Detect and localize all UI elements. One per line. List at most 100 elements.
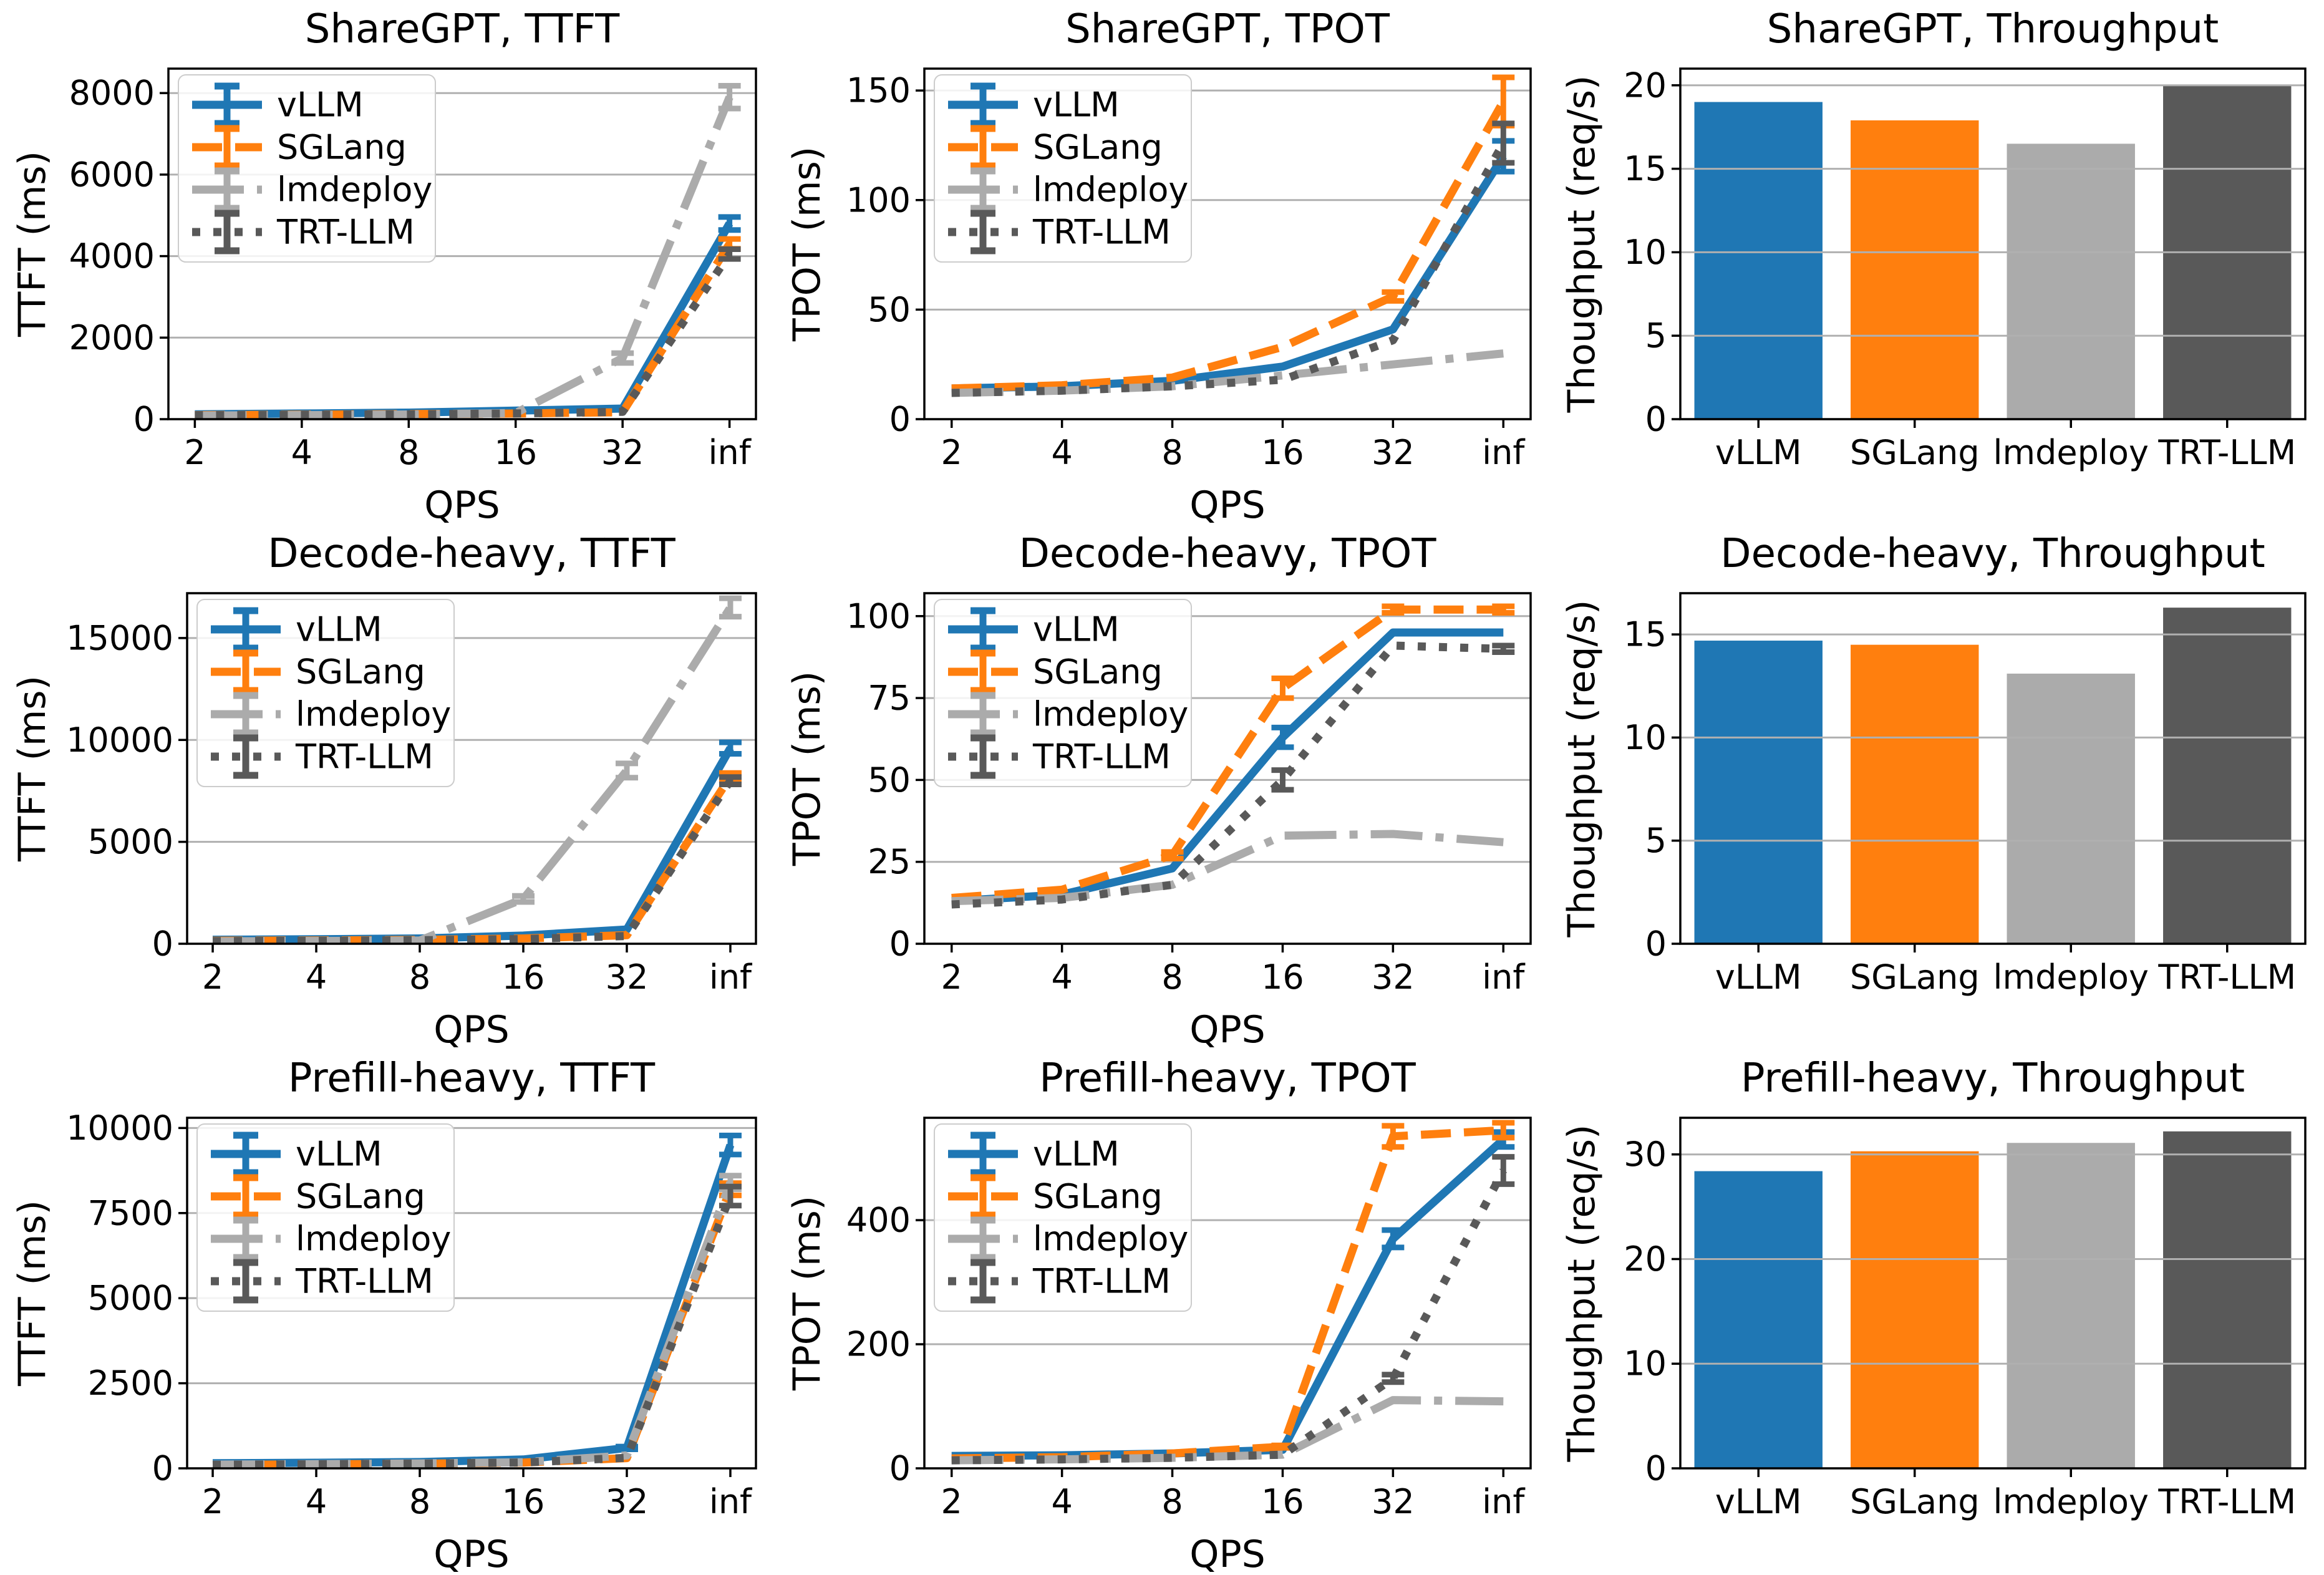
subplot-prefill-heavy-throughput: 0 10 20 30 vLLM SGLang lmdeploy TRT-LLM Prefill-… (1549, 1049, 2324, 1574)
subplot-sharegpt-tpot: 0 50 100 150 2 4 8 16 32 inf ShareGPT, TPOT QPS TPOT… (775, 0, 1549, 525)
chart-prefill-heavy-tpot: 0 200 400 2 4 8 16 32 inf Prefill-heavy, TPOT QPS T… (785, 1055, 1532, 1574)
y-tick-label: 200 (846, 1325, 911, 1364)
series-line-TRT-LLM (951, 1168, 1508, 1465)
subplot-decode-heavy-ttft: 0 5000 10000 15000 2 4 8 16 32 inf Decode-heavy, T… (0, 525, 775, 1049)
subplot-prefill-heavy-ttft: 0 2500 5000 7500 10000 2 4 8 16 32 inf Prefill-heav… (0, 1049, 775, 1574)
x-axis-label: QPS (1189, 483, 1266, 525)
chart-title: Decode-heavy, Throughput (1720, 531, 2265, 577)
y-tick-label: 8000 (69, 74, 155, 113)
y-tick-label: 50 (868, 290, 911, 329)
y-tick-label: 2500 (88, 1364, 173, 1403)
legend-label: lmdeploy (1033, 695, 1188, 734)
x-tick-label: SGLang (1850, 957, 1980, 997)
x-tick-label: lmdeploy (1993, 957, 2149, 997)
x-tick-label: 2 (202, 957, 223, 997)
x-tick-label: 32 (1372, 433, 1415, 472)
x-tick-label: TRT-LLM (2157, 1482, 2296, 1521)
y-tick-label: 15 (1624, 615, 1667, 654)
y-tick-label: 2000 (69, 318, 155, 357)
plot-series-group (951, 74, 1515, 397)
y-tick-label: 4000 (69, 236, 155, 276)
y-tick-label: 10000 (66, 720, 173, 760)
plot-series-group (195, 82, 741, 419)
y-axis-label: TPOT (ms) (785, 147, 829, 342)
legend-box (196, 1123, 455, 1312)
bar-SGLang (1851, 120, 1979, 419)
x-tick-label: 16 (1261, 1482, 1304, 1521)
x-axis-label: QPS (1189, 1008, 1266, 1049)
y-tick-label: 0 (889, 400, 911, 439)
y-tick-label: 0 (133, 400, 155, 439)
series-line-TRT-LLM (212, 1195, 735, 1468)
axes-spines (923, 67, 1532, 420)
series-line-TRT-LLM (195, 251, 733, 419)
axes-spines (923, 592, 1532, 945)
legend-label: vLLM (1033, 1135, 1120, 1174)
y-tick-label: 6000 (69, 155, 155, 194)
y-axis-label: TPOT (ms) (785, 1196, 829, 1391)
y-tick-label: 0 (1645, 400, 1667, 439)
x-tick-label: 4 (306, 1482, 327, 1521)
x-tick-label: 8 (409, 957, 430, 997)
y-axis-label: Thoughput (req/s) (1560, 600, 1604, 938)
y-tick-label: 30 (1624, 1135, 1667, 1174)
legend-label: TRT-LLM (295, 737, 433, 777)
chart-sharegpt-ttft: 0 2000 4000 6000 8000 2 4 8 16 32 inf ShareGPT, TTF… (11, 6, 757, 525)
axes-spines (186, 1117, 757, 1470)
x-tick-label: 2 (941, 957, 962, 997)
subplot-decode-heavy-throughput: 0 5 10 15 vLLM SGLang lmdeploy TRT-LLM Decode-he… (1549, 525, 2324, 1049)
axes-spines (167, 67, 757, 420)
legend-box (178, 74, 436, 263)
legend-box (934, 74, 1192, 263)
x-tick-label: 16 (494, 433, 537, 472)
x-tick-label: 32 (606, 1482, 649, 1521)
x-axis-label: QPS (433, 1008, 510, 1049)
chart-title: Prefill-heavy, TPOT (1039, 1055, 1416, 1102)
y-axis-label: TTFT (ms) (11, 676, 54, 862)
legend-box (934, 599, 1192, 787)
chart-title: Prefill-heavy, Throughput (1741, 1055, 2245, 1102)
legend-label: lmdeploy (1033, 170, 1188, 210)
x-tick-label: 8 (398, 433, 419, 472)
plot-series-group (951, 603, 1515, 909)
y-tick-label: 100 (846, 596, 911, 636)
y-tick-label: 50 (868, 760, 911, 800)
legend-label: lmdeploy (296, 695, 451, 734)
y-axis-label: Thoughput (req/s) (1560, 75, 1604, 414)
series-line-SGLang (951, 99, 1507, 393)
y-tick-label: 5 (1645, 821, 1667, 860)
legend-label: SGLang (296, 652, 425, 692)
legend-label: TRT-LLM (1032, 213, 1171, 252)
legend-label: SGLang (1033, 1177, 1163, 1216)
bar-vLLM (1694, 641, 1823, 944)
legend-label: lmdeploy (277, 170, 432, 210)
x-tick-label: 8 (1161, 433, 1183, 472)
chart-title: ShareGPT, TTFT (305, 6, 620, 52)
x-tick-label: 16 (1261, 957, 1304, 997)
series-line-TRT-LLM (212, 778, 734, 944)
bar-lmdeploy (2007, 143, 2135, 419)
y-tick-label: 25 (868, 842, 911, 881)
x-tick-label: 2 (202, 1482, 223, 1521)
x-tick-label: 8 (1161, 1482, 1183, 1521)
chart-decode-heavy-ttft: 0 5000 10000 15000 2 4 8 16 32 inf Decode-heavy, T… (11, 531, 757, 1049)
x-tick-label: 8 (409, 1482, 430, 1521)
legend-label: vLLM (1033, 85, 1120, 125)
y-axis-label: TTFT (ms) (11, 1200, 54, 1387)
y-axis-label: TTFT (ms) (11, 151, 54, 337)
x-tick-label: vLLM (1715, 433, 1802, 472)
plot-series-group (951, 1120, 1515, 1465)
legend-label: TRT-LLM (1032, 1262, 1171, 1301)
x-tick-label: 2 (184, 433, 205, 472)
bar-TRT-LLM (2163, 1131, 2292, 1468)
x-tick-label: 4 (1051, 433, 1072, 472)
series-line-SGLang (951, 605, 1504, 902)
chart-sharegpt-tpot: 0 50 100 150 2 4 8 16 32 inf ShareGPT, TPOT QPS TPOT… (785, 6, 1532, 525)
x-tick-label: 4 (291, 433, 312, 472)
chart-prefill-heavy-throughput: 0 10 20 30 vLLM SGLang lmdeploy TRT-LLM Prefill-… (1560, 1055, 2307, 1521)
y-tick-label: 10 (1624, 718, 1667, 757)
axes-spines (923, 1117, 1532, 1470)
